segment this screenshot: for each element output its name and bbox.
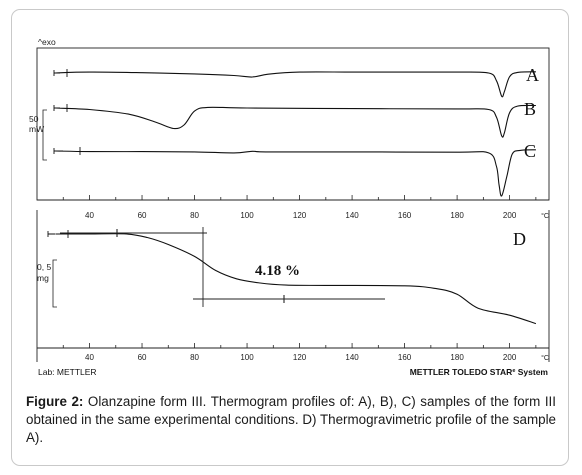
exo-label: ^exo <box>38 37 56 47</box>
x-unit-label: °C <box>541 212 549 220</box>
series-label-C: C <box>524 141 536 161</box>
lab-label: Lab: METTLER <box>38 367 97 377</box>
x-tick-label: 200 <box>503 353 517 362</box>
series-label-D: D <box>513 229 526 249</box>
series-label-A: A <box>526 65 539 85</box>
series-line-C <box>55 149 536 197</box>
dsc-scale-bracket <box>42 109 47 161</box>
x-unit-label: °C <box>541 354 549 362</box>
x-tick-label: 100 <box>240 211 254 220</box>
series-line-D <box>55 233 537 325</box>
x-tick-label: 120 <box>293 211 307 220</box>
mass-loss-annotation: 4.18 % <box>255 263 300 279</box>
tga-scale-unit: mg <box>37 273 49 283</box>
thermogram-figure: ^exo 50 mW 40 60 80 100 120 140 160 180 200 °C AB… <box>29 37 550 377</box>
x-tick-label: 180 <box>450 353 464 362</box>
x-tick-label: 80 <box>190 211 199 220</box>
caption-text: Olanzapine form III. Thermogram profiles… <box>26 394 556 445</box>
tga-step-construction <box>60 227 385 307</box>
system-label: METTLER TOLEDO STARe System <box>410 367 549 377</box>
series-label-B: B <box>524 99 536 119</box>
dsc-series: AB C <box>53 65 539 197</box>
x-tick-label: 120 <box>293 353 307 362</box>
x-tick-label: 60 <box>138 211 147 220</box>
dsc-scale-unit: mW <box>29 124 44 134</box>
start-marker <box>53 70 60 76</box>
start-marker <box>53 105 60 111</box>
x-tick-label: 60 <box>138 353 147 362</box>
figure-frame <box>11 9 569 466</box>
dsc-plot-area <box>36 47 550 201</box>
x-tick-label: 40 <box>85 353 94 362</box>
x-tick-label: 100 <box>240 353 254 362</box>
tga-scale-bracket <box>52 259 57 308</box>
series-line-A <box>55 71 536 98</box>
figure-caption: Figure 2: Olanzapine form III. Thermogra… <box>26 393 556 447</box>
x-tick-label: 160 <box>398 211 412 220</box>
x-tick-label: 40 <box>85 211 94 220</box>
start-marker <box>53 148 63 154</box>
caption-label: Figure 2: <box>26 394 84 409</box>
tga-series: D <box>47 229 537 325</box>
x-tick-label: 80 <box>190 353 199 362</box>
series-line-B <box>55 104 536 138</box>
x-tick-label: 140 <box>345 211 359 220</box>
start-marker <box>47 231 55 237</box>
x-tick-label: 140 <box>345 353 359 362</box>
x-tick-label: 180 <box>450 211 464 220</box>
tga-scale-value: 0, 5 <box>37 262 51 272</box>
dsc-x-axis: 40 60 80 100 120 140 160 180 200 °C <box>37 195 549 220</box>
tga-x-axis: 40 60 80 100 120 140 160 180 200 °C <box>37 343 549 362</box>
x-tick-label: 160 <box>398 353 412 362</box>
dsc-scale-value: 50 <box>29 114 39 124</box>
x-tick-label: 200 <box>503 211 517 220</box>
